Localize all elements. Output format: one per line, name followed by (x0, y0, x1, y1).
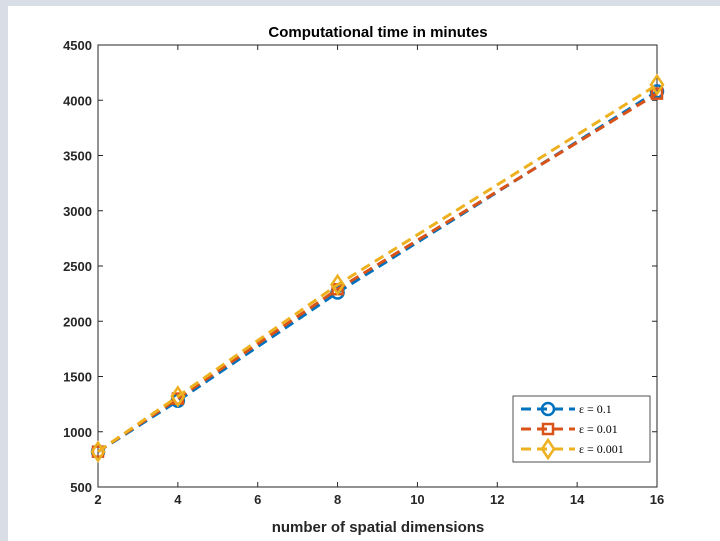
legend-label: ε = 0.01 (579, 422, 618, 436)
y-tick-label: 2500 (63, 259, 92, 274)
x-tick-label: 2 (94, 492, 101, 507)
data-point (90, 440, 106, 463)
x-tick-label: 6 (254, 492, 261, 507)
line-chart: Computational time in minutes 2 4 6 8 10 12 14… (63, 24, 665, 536)
data-point (649, 73, 665, 97)
x-tick-label: 8 (334, 492, 341, 507)
y-tick-label: 3500 (63, 149, 92, 164)
data-point (170, 385, 186, 408)
y-tick-label: 500 (70, 480, 92, 495)
x-tick-label: 16 (650, 492, 664, 507)
y-tick-label: 1000 (63, 425, 92, 440)
y-tick-label: 4000 (63, 93, 92, 108)
legend-marker (540, 437, 556, 461)
y-tick-label: 3000 (63, 204, 92, 219)
x-axis-label: number of spatial dimensions (272, 519, 485, 536)
y-tick-label: 2000 (63, 314, 92, 329)
data-point (330, 273, 346, 297)
series-3 (90, 73, 665, 463)
series-line (97, 92, 658, 453)
chart-title: Computational time in minutes (268, 24, 487, 41)
y-tick-label: 4500 (63, 38, 92, 53)
legend-label: ε = 0.1 (579, 402, 612, 416)
x-tick-label: 10 (410, 492, 424, 507)
legend-marker (540, 401, 556, 417)
y-tick-label: 1500 (63, 370, 92, 385)
legend-box (512, 395, 651, 463)
legend-marker (541, 422, 555, 436)
x-tick-label: 4 (174, 492, 182, 507)
legend-label: ε = 0.001 (579, 442, 624, 456)
data-point (650, 87, 664, 100)
legend: ε = 0.1 ε = 0.01 ε = 0.001 (512, 395, 651, 463)
x-tick-label: 14 (570, 492, 585, 507)
series-line (97, 83, 658, 453)
figure: Computational time in minutes 2 4 6 8 10 12 14… (8, 6, 720, 541)
x-tick-label: 12 (490, 492, 504, 507)
series-layer (90, 73, 665, 463)
